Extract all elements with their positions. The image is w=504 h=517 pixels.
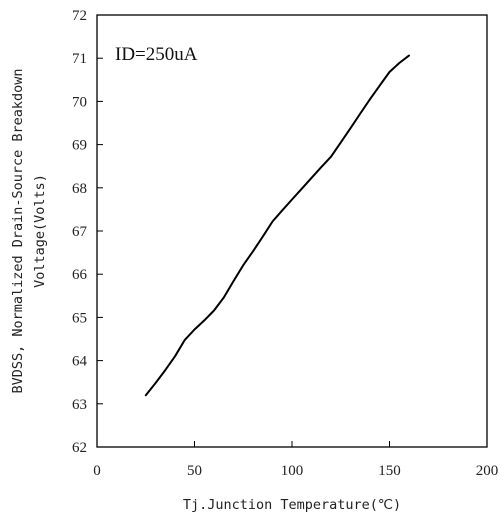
y-tick-label: 62 <box>72 440 87 456</box>
y-tick-label: 65 <box>72 310 87 326</box>
x-axis-ticks: 0 50 100 150 200 <box>93 441 498 479</box>
y-tick-label: 67 <box>72 224 88 240</box>
series-line <box>144 54 410 397</box>
y-tick-label: 66 <box>72 267 88 283</box>
y-tick-label: 72 <box>72 8 87 24</box>
x-tick-label: 150 <box>378 463 401 479</box>
x-tick-label: 50 <box>187 463 202 479</box>
y-tick-label: 70 <box>72 94 87 110</box>
y-axis-title-line-2: Voltage(Volts) <box>32 174 48 288</box>
y-tick-label: 63 <box>72 397 87 413</box>
x-tick-label: 0 <box>93 463 101 479</box>
x-tick-label: 200 <box>476 463 499 479</box>
x-axis-title: Tj.Junction Temperature(℃) <box>183 497 401 513</box>
y-tick-label: 64 <box>72 354 88 370</box>
y-tick-label: 68 <box>72 181 87 197</box>
x-tick-label: 100 <box>281 463 304 479</box>
y-tick-label: 71 <box>72 51 87 67</box>
y-axis-ticks: 62 63 64 65 66 67 68 69 70 71 72 <box>72 8 103 456</box>
annotation-label: ID=250uA <box>115 44 198 65</box>
series-layer <box>144 54 410 397</box>
y-axis-title-line-1: BVDSS, Normalized Drain-Source Breakdown <box>10 68 26 393</box>
y-tick-label: 69 <box>72 138 87 154</box>
